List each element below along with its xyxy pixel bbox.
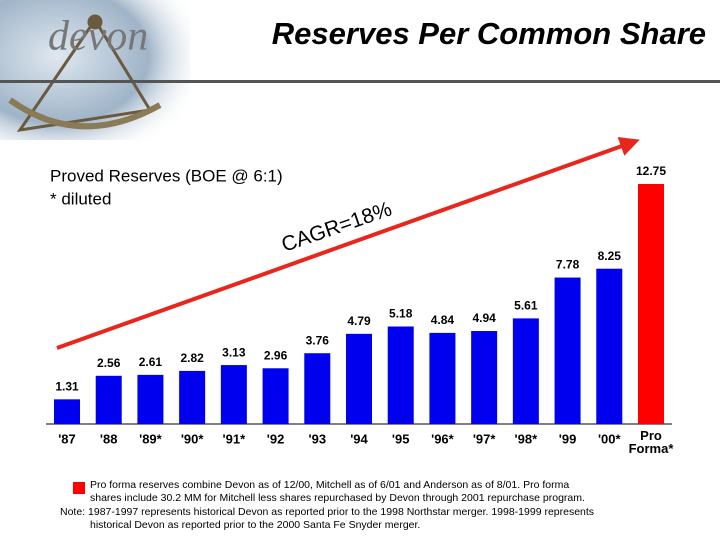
sextant-icon <box>8 14 162 133</box>
plot: 1.31 '87 2.56 '88 2.61 '89* 2.82 '90* 3.13 '91* 2.… <box>46 164 674 456</box>
chart-title: Reserves Per Common Share <box>272 16 706 51</box>
value-label: 2.82 <box>180 351 204 365</box>
trend-arrow <box>56 136 640 350</box>
x-tick-label: '96* <box>431 431 455 446</box>
value-label: 4.94 <box>472 311 496 325</box>
x-tick-label: '97* <box>473 431 497 446</box>
x-tick-label: '91* <box>223 431 247 446</box>
bar <box>220 365 247 424</box>
x-tick-label: '93 <box>309 431 327 446</box>
value-label: 2.56 <box>97 356 121 370</box>
bar <box>554 277 581 424</box>
bar <box>304 353 331 424</box>
x-tick-label: '94 <box>350 431 368 446</box>
footnote-marker: * diluted <box>50 189 111 208</box>
value-label: 7.78 <box>556 258 580 272</box>
logo: devon <box>48 14 148 60</box>
note: historical Devon as reported prior to th… <box>90 519 420 531</box>
x-tick-label: '89* <box>139 431 163 446</box>
x-tick-label: '88 <box>100 431 118 446</box>
bar <box>387 326 414 424</box>
value-label: 3.13 <box>222 345 246 359</box>
bar <box>596 268 623 424</box>
value-label: 4.79 <box>347 314 371 328</box>
value-label: 5.18 <box>389 307 413 321</box>
x-tick-label: '90* <box>181 431 205 446</box>
x-tick-label: '99 <box>559 431 577 446</box>
bar <box>346 333 372 424</box>
bar <box>95 375 122 424</box>
bar <box>512 318 539 424</box>
legend-note: shares include 30.2 MM for Mitchell less… <box>90 492 585 504</box>
bar <box>137 374 164 424</box>
header-rule <box>0 80 720 83</box>
value-label: 8.25 <box>598 249 622 263</box>
x-tick-label: '00* <box>598 431 622 446</box>
subtitle: Proved Reserves (BOE @ 6:1) <box>50 166 283 185</box>
legend-note: Pro forma reserves combine Devon as of 1… <box>90 479 569 491</box>
bar <box>54 399 80 424</box>
x-tick-label: '95 <box>392 431 410 446</box>
bar <box>179 370 206 424</box>
x-tick-label: Pro Forma* <box>629 428 675 456</box>
value-label: 2.61 <box>139 355 163 369</box>
bar <box>638 184 664 424</box>
x-tick-label: '87 <box>58 431 76 446</box>
value-label: 3.76 <box>306 333 330 347</box>
bar <box>262 368 289 424</box>
x-tick-label: '98* <box>515 431 539 446</box>
value-label: 12.75 <box>636 164 666 178</box>
value-label: 1.31 <box>55 380 79 394</box>
note: Note: 1987-1997 represents historical De… <box>60 506 594 518</box>
legend-swatch <box>73 482 85 494</box>
bar <box>471 331 498 424</box>
value-label: 5.61 <box>514 299 538 313</box>
value-label: 4.84 <box>431 313 455 327</box>
x-tick-label: '92 <box>267 431 285 446</box>
bar <box>429 332 456 424</box>
value-label: 2.96 <box>264 348 288 362</box>
